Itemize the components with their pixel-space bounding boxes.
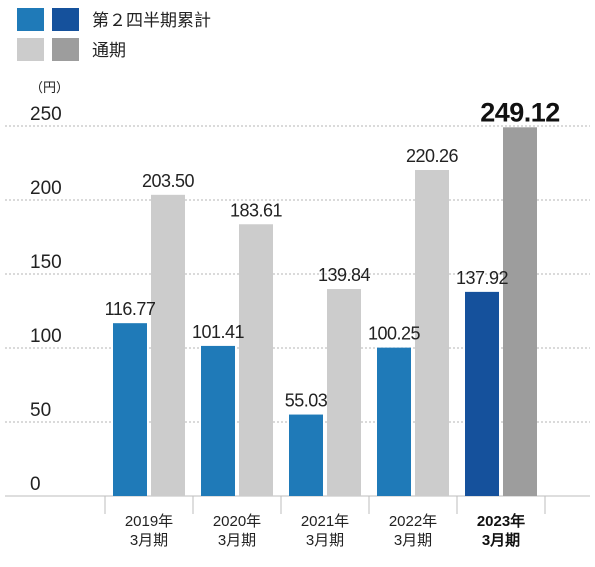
data-label-q2-4: 100.25 [368,324,421,344]
bar-q2-3 [289,414,323,496]
bar-q2-1 [113,323,147,496]
x-tick-label-2: 3月期 [218,532,256,549]
x-tick-label-2: 2020年 [213,513,261,530]
bar-fy-4 [415,170,449,496]
data-label-fy-2: 183.61 [230,200,283,220]
y-tick-label: 200 [30,178,62,199]
x-tick-label-4: 2022年 [389,513,437,530]
x-tick-label-3: 3月期 [306,532,344,549]
legend-swatch-2-highlight [52,38,79,61]
y-tick-label: 250 [30,104,62,125]
data-label-q2-5: 137.92 [456,268,509,288]
data-label-q2-3: 55.03 [285,391,328,411]
data-label-fy-3: 139.84 [318,265,371,285]
bar-fy-2 [239,224,273,496]
x-tick-label-1: 3月期 [130,532,168,549]
legend-swatch-1 [17,8,44,31]
y-axis: 0 50 100 150 200 250 [30,104,62,495]
data-label-q2-2: 101.41 [192,322,245,342]
bar-q2-2 [201,345,235,496]
data-label-q2-1: 116.77 [105,299,156,319]
x-tick-label-1: 2019年 [125,513,173,530]
legend-label-2: 通期 [92,41,126,60]
bar-fy-3 [327,289,361,496]
data-label-fy-1: 203.50 [142,171,195,191]
y-tick-label: 50 [30,400,51,421]
data-label-fy-5: 249.12 [480,97,560,127]
unit-label: （円） [30,80,69,95]
y-tick-label: 150 [30,252,62,273]
y-tick-label: 100 [30,326,62,347]
x-tick-label-5: 3月期 [482,531,520,549]
x-tick-label-3: 2021年 [301,513,349,530]
legend-label-1: 第２四半期累計 [92,11,211,30]
legend-swatch-2 [17,38,44,61]
legend-swatch-1-highlight [52,8,79,31]
bar-q2-5 [465,291,499,496]
y-tick-label: 0 [30,474,41,495]
data-label-fy-4: 220.26 [406,146,459,166]
x-tick-label-4: 3月期 [394,532,432,549]
data-labels: 116.77 203.50 101.41 183.61 55.03 139.84 100.2… [105,97,561,411]
x-tick-label-5: 2023年 [477,512,525,530]
bars [113,127,537,496]
bar-fy-1 [151,194,185,496]
bar-fy-5 [503,127,537,496]
bar-q2-4 [377,347,411,496]
